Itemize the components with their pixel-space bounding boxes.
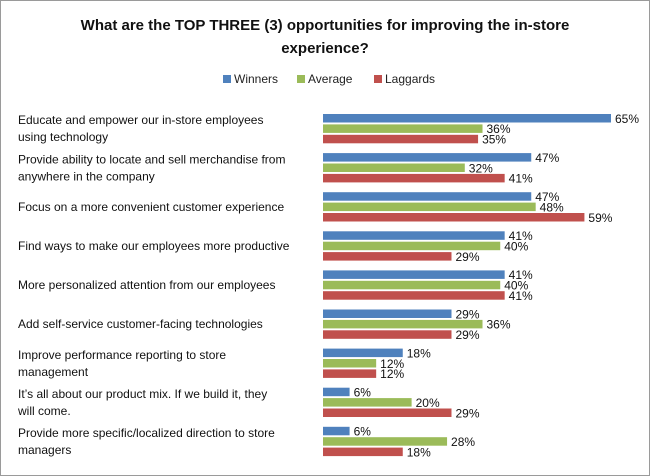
chart-title-line: experience? bbox=[281, 40, 369, 57]
data-label: 40% bbox=[504, 279, 528, 293]
bar-laggards bbox=[323, 408, 452, 417]
data-label: 36% bbox=[487, 318, 511, 332]
bar-average bbox=[323, 163, 465, 172]
category-label: using technology bbox=[18, 130, 108, 144]
category-label: management bbox=[18, 365, 89, 379]
data-label: 35% bbox=[482, 133, 506, 147]
category-label: It’s all about our product mix. If we bu… bbox=[18, 387, 267, 401]
data-label: 32% bbox=[469, 161, 493, 175]
data-label: 12% bbox=[380, 367, 404, 381]
category-label: managers bbox=[18, 443, 71, 457]
bar-average bbox=[323, 319, 483, 329]
chart-title: What are the TOP THREE (3) opportunities… bbox=[81, 17, 570, 57]
data-label: 18% bbox=[407, 346, 431, 360]
category-label: Educate and empower our in-store employe… bbox=[18, 113, 263, 127]
bar-winners bbox=[323, 309, 452, 318]
bar-winners bbox=[323, 387, 350, 397]
bar-average bbox=[323, 398, 412, 407]
data-label: 6% bbox=[354, 425, 372, 439]
data-label: 47% bbox=[535, 151, 559, 165]
chart-title-line: What are the TOP THREE (3) opportunities… bbox=[81, 17, 570, 34]
bar-winners bbox=[323, 426, 350, 436]
bar-laggards bbox=[323, 330, 452, 339]
data-label: 12% bbox=[380, 357, 404, 371]
bar-average bbox=[323, 124, 483, 133]
data-label: 47% bbox=[535, 190, 559, 204]
data-label: 29% bbox=[455, 406, 479, 420]
data-label: 40% bbox=[504, 239, 528, 253]
bar-laggards bbox=[323, 134, 479, 144]
legend-swatch bbox=[374, 75, 382, 83]
category-label: will come. bbox=[17, 404, 71, 418]
category-label: Focus on a more convenient customer expe… bbox=[18, 200, 284, 214]
bar-laggards bbox=[323, 369, 377, 378]
category-labels: Educate and empower our in-store employe… bbox=[17, 113, 290, 457]
legend-label: Average bbox=[308, 72, 353, 86]
bar-laggards bbox=[323, 252, 452, 261]
data-label: 6% bbox=[354, 385, 372, 399]
bar-winners bbox=[323, 231, 505, 240]
bar-laggards bbox=[323, 173, 505, 183]
bar-average bbox=[323, 359, 377, 368]
legend: Winners Average Laggards bbox=[223, 72, 435, 86]
bar-average bbox=[323, 280, 501, 290]
data-label: 29% bbox=[455, 250, 479, 264]
category-label: Add self-service customer-facing technol… bbox=[18, 317, 263, 331]
legend-label: Laggards bbox=[385, 72, 435, 86]
data-label: 29% bbox=[455, 328, 479, 342]
data-label: 18% bbox=[407, 445, 431, 459]
data-label: 41% bbox=[509, 172, 533, 186]
legend-swatch bbox=[297, 75, 305, 83]
bar-laggards bbox=[323, 291, 505, 300]
data-label: 48% bbox=[540, 200, 564, 214]
data-label: 41% bbox=[509, 289, 533, 303]
category-label: anywhere in the company bbox=[18, 169, 155, 183]
bar-laggards bbox=[323, 213, 585, 222]
data-label: 28% bbox=[451, 435, 475, 449]
data-label: 65% bbox=[615, 112, 639, 126]
legend-label: Winners bbox=[234, 72, 278, 86]
category-label: Find ways to make our employees more pro… bbox=[18, 239, 290, 253]
bar-winners bbox=[323, 153, 532, 162]
bars bbox=[323, 114, 611, 457]
bar-laggards bbox=[323, 447, 403, 457]
category-label: Provide ability to locate and sell merch… bbox=[18, 152, 285, 166]
legend-swatch bbox=[223, 75, 231, 83]
data-label: 36% bbox=[487, 122, 511, 136]
bar-winners bbox=[323, 270, 505, 279]
category-label: More personalized attention from our emp… bbox=[18, 278, 275, 292]
bar-winners bbox=[323, 348, 403, 358]
bar-average bbox=[323, 241, 501, 251]
data-label: 41% bbox=[509, 268, 533, 282]
data-label: 41% bbox=[509, 229, 533, 243]
data-label: 29% bbox=[455, 307, 479, 321]
data-label: 20% bbox=[416, 396, 440, 410]
bar-winners bbox=[323, 192, 532, 201]
data-label: 59% bbox=[588, 211, 612, 225]
bar-winners bbox=[323, 114, 611, 123]
category-label: Improve performance reporting to store bbox=[18, 348, 226, 362]
category-label: Provide more specific/localized directio… bbox=[18, 426, 275, 440]
data-labels: 65%36%35%47%32%41%47%48%59%41%40%29%41%4… bbox=[354, 112, 640, 460]
bar-average bbox=[323, 437, 448, 446]
bar-average bbox=[323, 202, 536, 212]
